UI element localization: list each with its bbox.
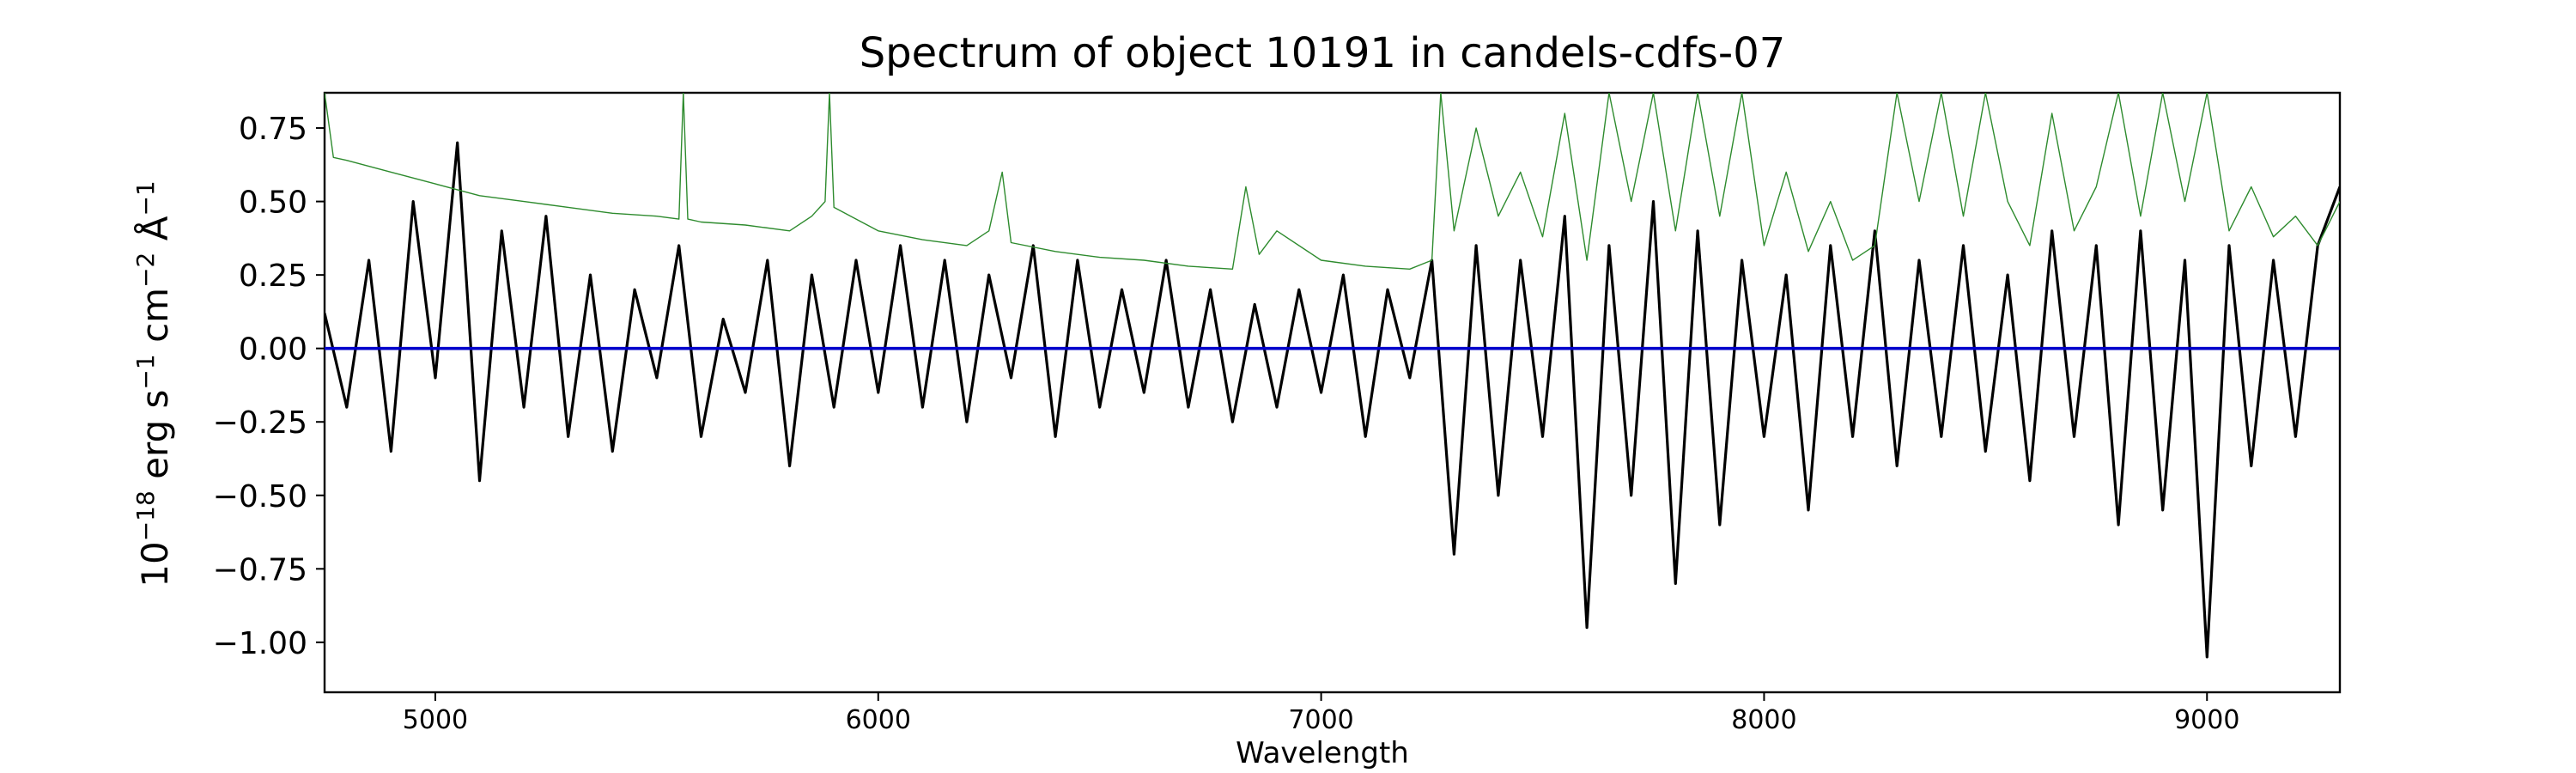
- y-axis-label-exp3: −1: [131, 180, 160, 216]
- y-axis-label-exp: −18: [131, 490, 160, 541]
- x-tick-label: 5000: [403, 705, 468, 735]
- y-axis-label-unit2: cm: [134, 288, 176, 354]
- chart-title: Spectrum of object 10191 in candels-cdfs…: [860, 29, 1786, 77]
- x-tick-label: 9000: [2174, 705, 2239, 735]
- x-tick-label: 7000: [1288, 705, 1353, 735]
- flux-series-line: [325, 141, 2340, 659]
- y-tick-label: −1.00: [213, 626, 307, 661]
- y-tick-label: −0.25: [213, 405, 307, 441]
- y-tick-label: −0.50: [213, 479, 307, 514]
- y-axis-label-unit1: erg s: [134, 390, 176, 491]
- y-tick-label: 0.00: [239, 332, 307, 368]
- x-tick-label: 6000: [846, 705, 911, 735]
- y-tick-label: 0.25: [239, 259, 307, 294]
- x-axis: 5000 6000 7000 8000 9000: [403, 692, 2239, 735]
- y-axis-label-unit3: Å: [133, 216, 176, 252]
- x-tick-label: 8000: [1731, 705, 1796, 735]
- series-layer: [325, 93, 2340, 659]
- y-tick-label: −0.75: [213, 552, 307, 587]
- y-axis-label-base: 10: [134, 541, 176, 587]
- y-axis: −1.00 −0.75 −0.50 −0.25 0.00 0.25 0.50 0.75: [213, 112, 325, 661]
- y-axis-label-exp2: −2: [131, 253, 160, 288]
- plot-frame: [323, 91, 2342, 694]
- error-series-line: [325, 93, 2340, 270]
- x-axis-label: Wavelength: [1236, 736, 1409, 770]
- plot-area: [323, 91, 2342, 694]
- y-tick-label: 0.50: [239, 186, 307, 221]
- y-tick-label: 0.75: [239, 112, 307, 147]
- y-axis-label-exp1: −1: [131, 354, 160, 389]
- y-axis-label: 10−18 erg s−1 cm−2 Å−1: [131, 180, 176, 587]
